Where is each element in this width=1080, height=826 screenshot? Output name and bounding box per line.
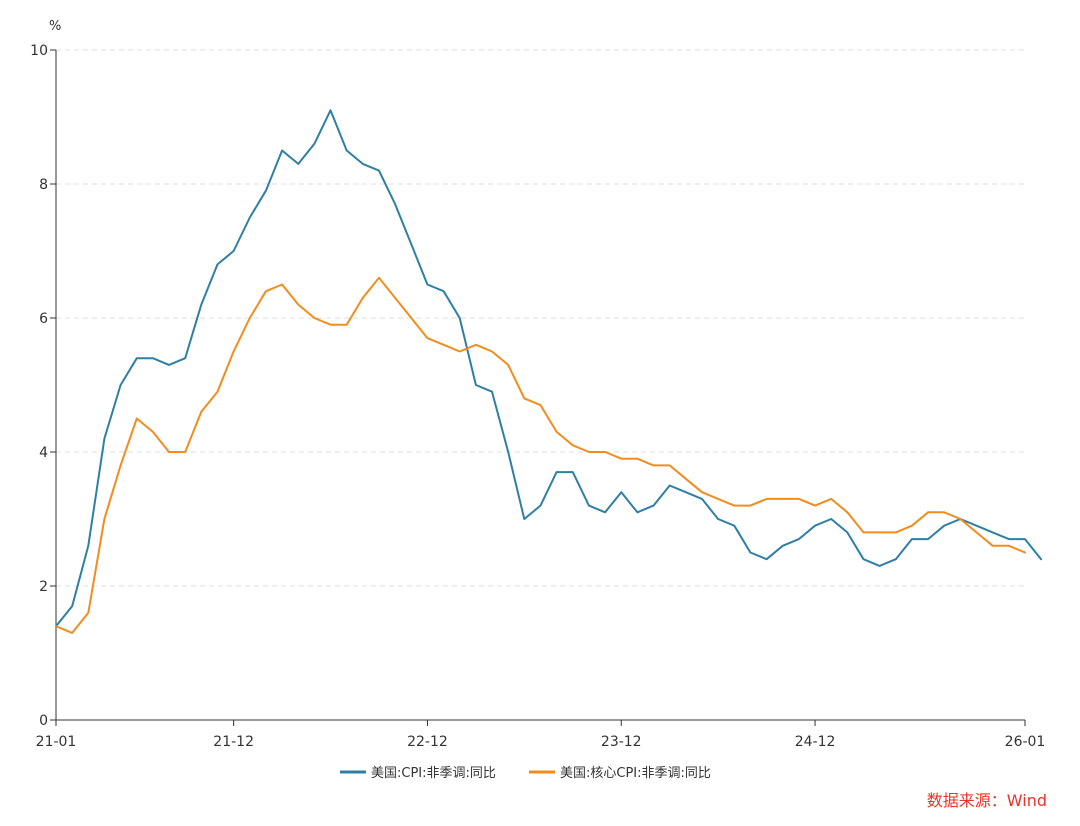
y-tick-label: 6 <box>39 311 48 327</box>
y-axis-unit-label: % <box>49 19 61 34</box>
axes: % 0 2 4 6 8 10 21-01 21-12 22-12 23-12 24-12 26-01 <box>30 19 1045 750</box>
legend: 美国:CPI:非季调:同比 美国:核心CPI:非季调:同比 <box>340 766 711 781</box>
y-tick-label: 10 <box>30 43 48 59</box>
series-lines <box>55 109 1043 634</box>
y-tick-label: 8 <box>39 177 48 193</box>
data-source-label: 数据来源：Wind <box>927 791 1047 810</box>
x-tick-label: 22-12 <box>407 734 448 750</box>
y-tick-label: 4 <box>39 445 48 461</box>
x-tick-label: 24-12 <box>795 734 836 750</box>
x-tick-label: 21-12 <box>213 734 254 750</box>
y-tick-label: 0 <box>39 713 48 729</box>
x-tick-label: 21-01 <box>36 734 77 750</box>
legend-label-0: 美国:CPI:非季调:同比 <box>371 766 496 781</box>
x-tick-label: 26-01 <box>1005 734 1046 750</box>
legend-label-1: 美国:核心CPI:非季调:同比 <box>560 766 711 781</box>
series-line-0 <box>55 109 1043 628</box>
x-tick-label: 23-12 <box>601 734 642 750</box>
y-tick-label: 2 <box>39 579 48 595</box>
series-line-1 <box>55 276 1026 634</box>
